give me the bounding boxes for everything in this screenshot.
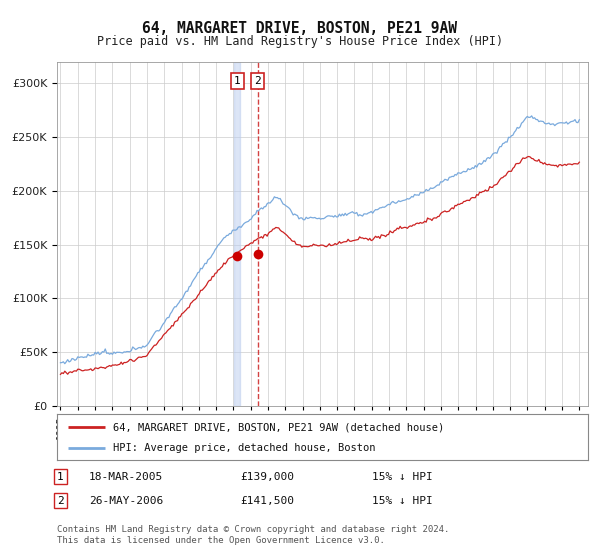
Text: 2: 2 [57, 496, 64, 506]
Text: 1: 1 [57, 472, 64, 482]
Text: 15% ↓ HPI: 15% ↓ HPI [372, 472, 433, 482]
Text: £139,000: £139,000 [240, 472, 294, 482]
Text: 64, MARGARET DRIVE, BOSTON, PE21 9AW: 64, MARGARET DRIVE, BOSTON, PE21 9AW [143, 21, 458, 36]
Text: 18-MAR-2005: 18-MAR-2005 [89, 472, 163, 482]
Text: Price paid vs. HM Land Registry's House Price Index (HPI): Price paid vs. HM Land Registry's House … [97, 35, 503, 48]
Text: 15% ↓ HPI: 15% ↓ HPI [372, 496, 433, 506]
Text: 2: 2 [254, 76, 261, 86]
Text: 1: 1 [233, 76, 241, 86]
Text: 26-MAY-2006: 26-MAY-2006 [89, 496, 163, 506]
Text: 64, MARGARET DRIVE, BOSTON, PE21 9AW (detached house): 64, MARGARET DRIVE, BOSTON, PE21 9AW (de… [113, 422, 444, 432]
Text: £141,500: £141,500 [240, 496, 294, 506]
Text: Contains HM Land Registry data © Crown copyright and database right 2024.
This d: Contains HM Land Registry data © Crown c… [57, 525, 449, 545]
Bar [235, 62, 239, 406]
Text: HPI: Average price, detached house, Boston: HPI: Average price, detached house, Bost… [113, 444, 375, 454]
